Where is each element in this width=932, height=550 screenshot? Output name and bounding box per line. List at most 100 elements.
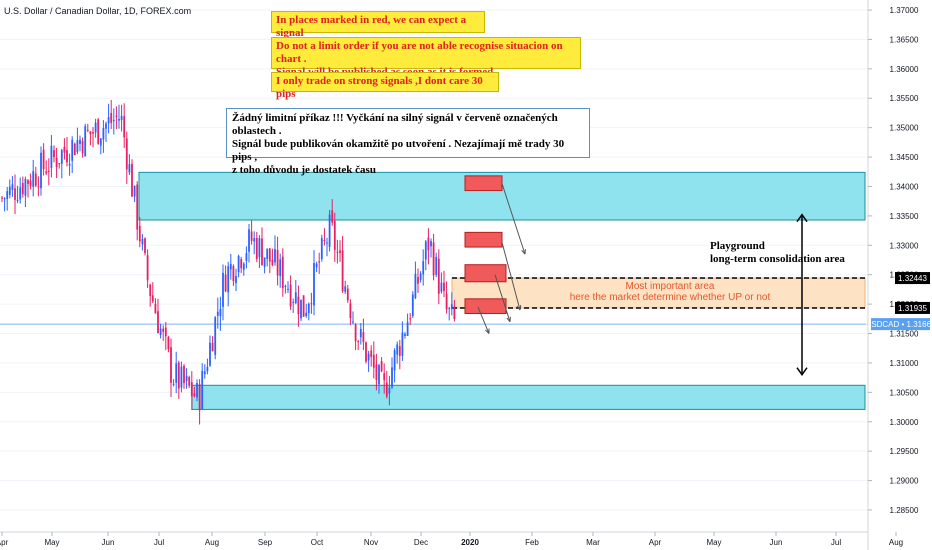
candle-body	[240, 259, 243, 269]
price-tags: 1.32443 1.31935 USDCAD • 1.31660	[866, 272, 932, 331]
candle-body	[73, 143, 76, 156]
candle-body	[328, 214, 331, 247]
price-axis: 1.37000 1.36500 1.36000 1.35500 1.35000 1.345…	[868, 6, 919, 515]
candle-body	[354, 324, 357, 342]
candle-body	[284, 286, 287, 288]
candle-body	[216, 311, 219, 316]
candle-body	[453, 306, 456, 319]
candle-body	[315, 263, 318, 268]
candle-body	[180, 366, 183, 388]
candle-body	[388, 387, 391, 394]
czech-note: Žádný limitní příkaz !!! Vyčkání na siln…	[226, 108, 590, 176]
candle-body	[424, 241, 427, 260]
price-tick-label: 1.33000	[890, 241, 919, 250]
candle-body	[289, 284, 292, 307]
time-tick-label: Mar	[586, 538, 600, 547]
candle-body	[112, 119, 115, 122]
candle-body	[60, 150, 63, 164]
candle-body	[1, 197, 3, 199]
current-price-tag-label: USDCAD • 1.31660	[866, 320, 932, 329]
cyan-zone	[191, 384, 866, 410]
czech-note-line3: z toho důvodu je dostatek času	[232, 164, 376, 176]
candle-body	[40, 152, 42, 189]
candle-body	[47, 170, 50, 172]
candle-body	[146, 255, 149, 281]
candle-body	[19, 187, 22, 200]
candle-body	[149, 284, 152, 296]
candle-body	[50, 145, 53, 168]
note-signal-places: In places marked in red, we can expect a…	[271, 11, 485, 39]
candle-body	[445, 293, 448, 310]
time-tick-label: Sep	[258, 538, 273, 547]
candle-body	[385, 382, 388, 397]
candle-body	[115, 115, 118, 117]
candle-body	[45, 171, 48, 174]
candle-body	[450, 304, 453, 310]
candle-body	[427, 237, 430, 251]
candle-body	[201, 371, 204, 410]
candle-body	[307, 303, 310, 314]
candle-body	[16, 199, 19, 201]
arrow-head	[516, 304, 522, 311]
time-tick-label: May	[44, 538, 59, 547]
candle-body	[229, 263, 232, 270]
candle-body	[175, 363, 178, 383]
current-price-tag	[871, 318, 930, 331]
candle-body	[411, 294, 414, 316]
signal-arrow	[501, 183, 526, 255]
candle-body	[302, 295, 305, 317]
candle-body	[24, 178, 27, 196]
arrow-head	[506, 316, 511, 323]
candle-body	[144, 238, 146, 254]
candle-body	[333, 220, 336, 250]
level-lower-tag-label: 1.31935	[898, 304, 927, 313]
candle-body	[203, 371, 206, 375]
candle-body	[6, 191, 9, 200]
candle-body	[253, 238, 256, 242]
candle-body	[8, 186, 11, 195]
candle-body	[365, 342, 367, 362]
note-limit-order: Do not a limit order if you are not able…	[271, 37, 581, 78]
signal-arrow	[477, 306, 490, 334]
candle-body	[297, 296, 300, 315]
candle-body	[86, 129, 89, 131]
candle-body	[437, 258, 440, 294]
candle-body	[193, 393, 196, 397]
candle-body	[443, 282, 445, 291]
candle-body	[136, 184, 139, 230]
candle-body	[27, 180, 29, 184]
candle-body	[344, 286, 347, 292]
price-tick-label: 1.34000	[890, 182, 919, 191]
candle-body	[367, 353, 370, 361]
candle-body	[320, 238, 323, 260]
candle-body	[422, 261, 425, 275]
important-area-line2: here the market determine whether UP or …	[569, 292, 771, 303]
candle-body	[133, 185, 136, 197]
candle-body	[383, 373, 386, 381]
candle-body	[341, 250, 344, 292]
candle-body	[349, 303, 352, 319]
candle-body	[318, 261, 321, 263]
candle-body	[196, 382, 198, 398]
candle-body	[435, 257, 438, 275]
candle-body	[357, 341, 360, 343]
candle-body	[97, 119, 100, 144]
candle-body	[313, 263, 315, 306]
candle-body	[326, 242, 328, 244]
candle-body	[99, 138, 102, 146]
candle-body	[157, 311, 159, 334]
candle-body	[263, 257, 266, 267]
candle-body	[120, 115, 123, 120]
signal-zone	[464, 231, 503, 248]
note-signal-places-text: In places marked in red, we can expect a…	[276, 14, 467, 39]
level-upper-tag-label: 1.32443	[898, 274, 927, 283]
candle-body	[66, 150, 68, 163]
candle-body	[261, 238, 263, 265]
time-tick-label: May	[706, 538, 721, 547]
candle-body	[128, 164, 131, 173]
czech-note-line1: Žádný limitní příkaz !!! Vyčkání na siln…	[232, 112, 558, 137]
candle-body	[76, 140, 79, 153]
candle-body	[63, 146, 66, 153]
candle-body	[190, 382, 193, 397]
